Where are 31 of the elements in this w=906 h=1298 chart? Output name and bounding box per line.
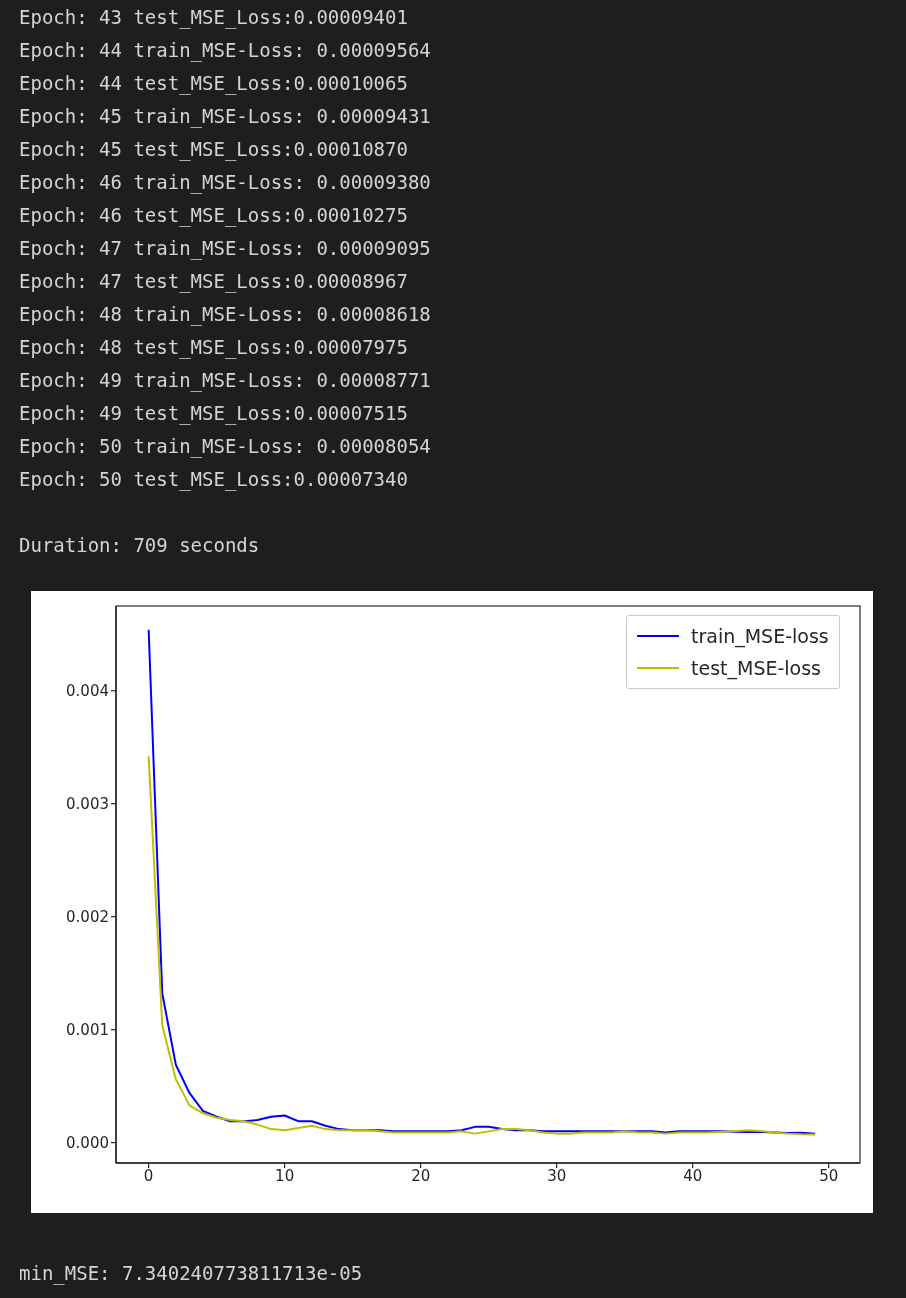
text: Epoch: 48 test_MSE_Loss:0.00007975 — [19, 336, 408, 358]
text: Duration: 709 seconds — [19, 534, 260, 556]
y-tick-label: 0.000 — [66, 1133, 109, 1152]
text: Epoch: 50 test_MSE_Loss:0.00007340 — [19, 468, 408, 490]
x-tick-label: 50 — [819, 1166, 839, 1185]
text: Epoch: 44 train_MSE-Loss: 0.00009564 — [19, 39, 431, 61]
text: Epoch: 43 test_MSE_Loss:0.00009401 — [19, 6, 408, 28]
x-tick-label: 20 — [411, 1166, 431, 1185]
x-tick-label: 0 — [143, 1166, 154, 1185]
text: Epoch: 47 test_MSE_Loss:0.00008967 — [19, 270, 408, 292]
text: Epoch: 48 train_MSE-Loss: 0.00008618 — [19, 303, 431, 325]
text: Epoch: 46 train_MSE-Loss: 0.00009380 — [19, 171, 431, 193]
y-tick-label: 0.004 — [66, 682, 109, 701]
legend-label: train_MSE-loss — [691, 624, 829, 650]
text: Epoch: 50 train_MSE-Loss: 0.00008054 — [19, 435, 431, 457]
legend-label: test_MSE-loss — [691, 656, 822, 682]
y-tick-label: 0.003 — [66, 795, 109, 814]
text: Epoch: 49 train_MSE-Loss: 0.00008771 — [19, 369, 431, 391]
x-tick-label: 30 — [547, 1166, 567, 1185]
y-tick-label: 0.001 — [66, 1021, 109, 1040]
x-tick-label: 40 — [683, 1166, 703, 1185]
text: Epoch: 46 test_MSE_Loss:0.00010275 — [19, 204, 408, 226]
text: Epoch: 44 test_MSE_Loss:0.00010065 — [19, 72, 408, 94]
text: Epoch: 49 test_MSE_Loss:0.00007515 — [19, 402, 408, 424]
x-tick-label: 10 — [275, 1166, 295, 1185]
text: min_MSE: 7.340240773811713e-05 — [19, 1262, 363, 1284]
text: Epoch: 45 train_MSE-Loss: 0.00009431 — [19, 105, 431, 127]
y-tick-label: 0.002 — [66, 908, 109, 927]
text: Epoch: 47 train_MSE-Loss: 0.00009095 — [19, 237, 431, 259]
line-series — [147, 755, 817, 1136]
text: Epoch: 45 test_MSE_Loss:0.00010870 — [19, 138, 408, 160]
